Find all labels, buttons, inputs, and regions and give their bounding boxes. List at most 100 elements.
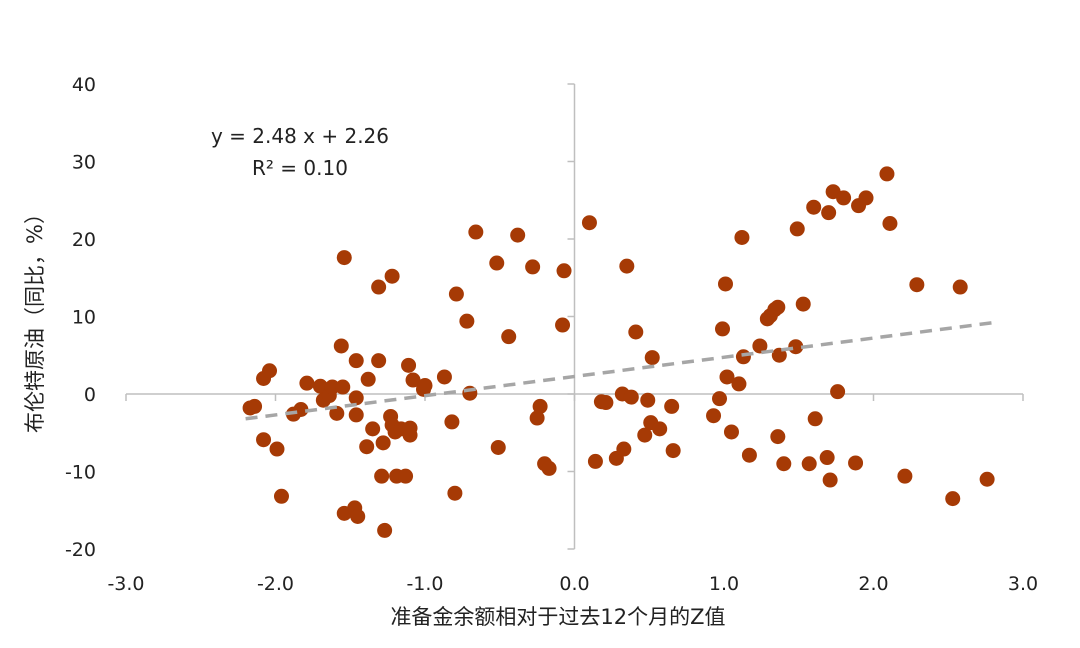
data-point: [489, 255, 505, 271]
data-point: [706, 408, 722, 424]
data-point: [637, 427, 653, 443]
data-point: [336, 250, 352, 266]
x-tick-label: 3.0: [1008, 573, 1038, 595]
data-point: [616, 441, 632, 457]
data-point: [501, 329, 517, 345]
data-point: [555, 317, 571, 333]
data-point: [771, 347, 787, 363]
data-point: [776, 456, 792, 472]
data-point: [909, 277, 925, 293]
data-point: [741, 447, 757, 463]
data-point: [324, 379, 340, 395]
data-point: [468, 224, 484, 240]
x-tick-label: -2.0: [257, 573, 294, 595]
y-tick-label: 20: [72, 229, 96, 251]
data-point: [247, 398, 263, 414]
data-point: [448, 286, 464, 302]
data-point: [375, 435, 391, 451]
data-point: [882, 216, 898, 231]
data-point: [945, 491, 961, 507]
axes: -20 -10 0 10 20 30 40 -3.0 -2.0 -1.0 0.0 1.0 2.0 3.0: [65, 74, 1038, 595]
data-point: [348, 390, 364, 406]
data-point: [510, 227, 526, 243]
y-axis-ticks: -20 -10 0 10 20 30 40: [65, 74, 575, 561]
data-point: [459, 313, 475, 329]
data-point: [752, 338, 768, 354]
data-point: [490, 439, 506, 455]
data-point: [628, 324, 644, 340]
data-point: [402, 420, 418, 436]
data-point: [619, 258, 635, 274]
data-point: [806, 199, 822, 215]
data-point: [525, 259, 541, 275]
data-point: [770, 299, 786, 315]
data-point: [712, 391, 728, 407]
data-point: [447, 485, 463, 501]
data-point: [819, 450, 835, 466]
data-point: [398, 468, 414, 484]
data-point: [348, 407, 364, 423]
data-point: [788, 339, 804, 355]
trendline-equation: y = 2.48 x + 2.26: [211, 124, 389, 148]
data-point: [979, 471, 995, 487]
data-points: [242, 166, 995, 538]
data-point: [719, 369, 735, 385]
data-point: [830, 384, 846, 400]
data-point: [723, 424, 739, 440]
data-point: [273, 488, 289, 504]
data-point: [801, 456, 817, 472]
y-tick-label: -20: [65, 539, 96, 561]
data-point: [371, 279, 387, 295]
data-point: [644, 350, 660, 366]
data-point: [359, 439, 375, 455]
data-point: [858, 190, 874, 206]
y-tick-label: 30: [72, 152, 96, 174]
data-point: [652, 421, 668, 437]
data-point: [822, 472, 838, 488]
data-point: [377, 522, 393, 538]
data-point: [735, 349, 751, 365]
data-point: [623, 389, 639, 405]
data-point: [952, 279, 968, 295]
x-tick-label: -1.0: [406, 573, 443, 595]
data-point: [836, 190, 852, 206]
x-tick-label: 1.0: [709, 573, 739, 595]
data-point: [770, 429, 786, 445]
y-tick-label: 10: [72, 307, 96, 329]
data-point: [371, 353, 387, 369]
data-point: [365, 421, 381, 437]
data-point: [789, 221, 805, 237]
data-point: [269, 441, 285, 457]
data-point: [401, 357, 417, 373]
data-point: [256, 432, 272, 448]
data-point: [374, 468, 390, 484]
y-tick-label: -10: [65, 462, 96, 484]
x-tick-label: -3.0: [107, 573, 144, 595]
r-squared-label: R² = 0.10: [252, 156, 348, 180]
data-point: [350, 508, 366, 524]
x-tick-label: 0.0: [559, 573, 589, 595]
data-point: [384, 268, 400, 284]
data-point: [664, 398, 680, 414]
data-point: [529, 410, 545, 426]
trendline: [245, 320, 994, 421]
data-point: [436, 369, 452, 385]
data-point: [333, 338, 349, 354]
data-point: [556, 263, 572, 279]
data-point: [262, 363, 278, 379]
data-point: [879, 166, 895, 182]
data-point: [848, 455, 864, 471]
data-point: [329, 405, 345, 421]
x-axis-title: 准备金余额相对于过去12个月的Z值: [390, 605, 725, 629]
data-point: [348, 353, 364, 369]
data-point: [665, 443, 681, 459]
data-point: [897, 468, 913, 484]
data-point: [405, 372, 421, 388]
x-axis-ticks: -3.0 -2.0 -1.0 0.0 1.0 2.0 3.0: [107, 394, 1038, 595]
data-point: [581, 215, 597, 231]
y-tick-label: 0: [84, 384, 96, 406]
data-point: [299, 375, 315, 391]
data-point: [807, 411, 823, 427]
y-axis-title: 布伦特原油（同比，%）: [23, 203, 47, 433]
data-point: [717, 276, 733, 292]
